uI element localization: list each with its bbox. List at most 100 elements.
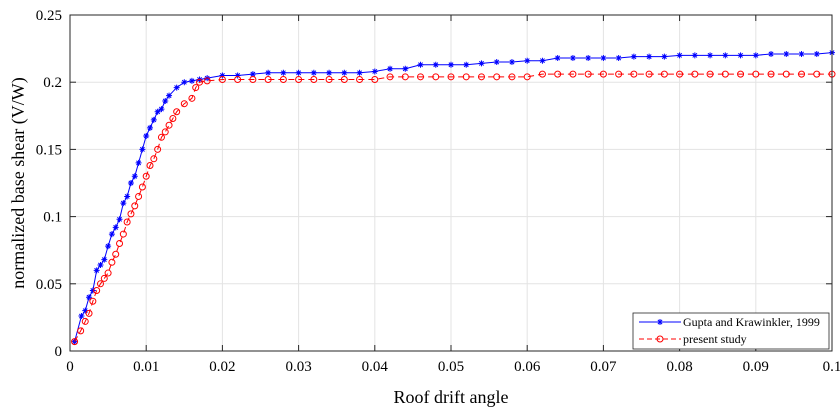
data-point	[139, 146, 146, 153]
x-tick-label: 0.05	[438, 359, 464, 375]
data-point	[131, 202, 139, 210]
tick-labels: 0 0.01 0.02 0.03 0.04 0.05 0.06 0.07 0.08 0.09 0.1…	[36, 8, 840, 375]
data-point	[265, 69, 272, 76]
x-tick-label: 0.08	[666, 359, 692, 375]
data-point	[402, 65, 409, 72]
data-point	[645, 70, 653, 78]
series-1	[71, 70, 836, 346]
legend-label-present-study: present study	[683, 332, 747, 346]
y-tick-label: 0.1	[43, 210, 62, 226]
data-point	[386, 73, 394, 81]
x-tick-label: 0.09	[743, 359, 769, 375]
data-point	[477, 73, 485, 81]
data-point	[150, 155, 158, 163]
data-point	[767, 70, 775, 78]
data-point	[524, 57, 531, 64]
data-point	[569, 55, 576, 62]
data-point	[124, 193, 131, 200]
data-point	[325, 76, 333, 84]
data-point	[326, 69, 333, 76]
data-point	[798, 50, 805, 57]
data-point	[154, 108, 161, 115]
data-point	[85, 309, 93, 317]
data-point	[752, 70, 760, 78]
data-point	[554, 70, 562, 78]
data-point	[138, 183, 146, 191]
data-point	[417, 73, 425, 81]
legend-box	[632, 312, 830, 350]
data-point	[417, 61, 424, 68]
data-point	[646, 53, 653, 60]
data-point	[234, 76, 242, 84]
data-point	[78, 313, 85, 320]
y-tick-label: 0	[55, 344, 63, 360]
data-point	[432, 61, 439, 68]
legend-marker-circle	[656, 335, 664, 343]
x-tick-label: 0.03	[285, 359, 311, 375]
data-point	[310, 76, 318, 84]
x-tick-label: 0.1	[823, 359, 840, 375]
data-point	[768, 50, 775, 57]
x-tick-label: 0.02	[209, 359, 235, 375]
data-point	[116, 239, 124, 247]
data-point	[600, 55, 607, 62]
data-point	[813, 70, 821, 78]
data-point	[371, 68, 378, 75]
data-point	[249, 76, 257, 84]
data-point	[188, 77, 195, 84]
y-axis-title: normalized base shear (V/W)	[8, 77, 29, 288]
data-point	[539, 57, 546, 64]
legend: Gupta and Krawinkler, 1999 present study	[632, 312, 830, 350]
data-point	[173, 84, 180, 91]
data-point	[116, 216, 123, 223]
data-point	[82, 307, 89, 314]
x-tick-label: 0.06	[514, 359, 541, 375]
data-point	[143, 132, 150, 139]
data-point	[508, 73, 516, 81]
y-tick-label: 0.2	[43, 75, 62, 91]
data-point	[615, 70, 623, 78]
data-point	[218, 76, 226, 84]
x-tick-label: 0.04	[362, 359, 389, 375]
data-point	[108, 258, 116, 266]
data-point	[112, 224, 119, 231]
data-point	[192, 84, 200, 92]
data-point	[508, 59, 515, 66]
data-point	[71, 338, 79, 346]
data-point	[401, 73, 409, 81]
data-point	[538, 70, 546, 78]
data-point	[234, 72, 241, 79]
data-point	[310, 69, 317, 76]
data-point	[89, 297, 97, 305]
data-point	[181, 79, 188, 86]
data-point	[146, 162, 154, 170]
x-axis-title: Roof drift angle	[394, 387, 509, 407]
data-point	[356, 69, 363, 76]
axis-ticks	[69, 14, 833, 352]
data-point	[737, 70, 745, 78]
y-tick-label: 0.25	[36, 8, 62, 24]
legend-label-gupta: Gupta and Krawinkler, 1999	[683, 315, 820, 329]
data-point	[101, 256, 108, 263]
data-point	[782, 70, 790, 78]
data-point	[162, 98, 169, 105]
data-point	[676, 70, 684, 78]
data-point	[135, 159, 142, 166]
series-layer	[71, 49, 836, 346]
data-point	[157, 133, 165, 141]
data-point	[630, 53, 637, 60]
data-point	[123, 218, 131, 226]
data-point	[340, 76, 348, 84]
data-point	[721, 70, 729, 78]
data-point	[661, 53, 668, 60]
data-point	[135, 192, 143, 200]
data-point	[81, 317, 89, 325]
data-point	[173, 108, 181, 116]
data-point	[783, 50, 790, 57]
data-point	[462, 73, 470, 81]
data-point	[142, 172, 150, 180]
data-point	[180, 100, 188, 108]
data-point	[165, 121, 173, 129]
data-point	[249, 71, 256, 78]
